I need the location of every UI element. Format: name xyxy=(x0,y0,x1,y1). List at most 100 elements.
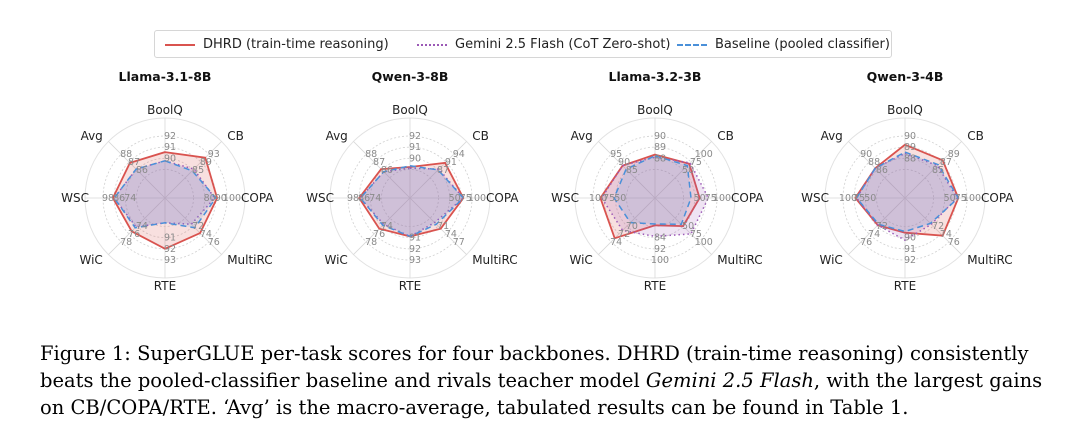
radar-series-gemini xyxy=(600,156,710,238)
radar-tick-label: 86 xyxy=(381,165,393,176)
radar-axis-label: WiC xyxy=(569,253,592,267)
radar-tick-label: 87 xyxy=(940,157,952,168)
radar-axis-label: CB xyxy=(472,129,489,143)
radar-tick-label: 89 xyxy=(200,157,212,168)
radar-axis-label: MultiRC xyxy=(472,253,517,267)
radar-spoke xyxy=(164,197,222,255)
radar-tick-label: 100 xyxy=(963,193,981,204)
radar-spoke xyxy=(904,197,962,255)
radar-tick-label: 76 xyxy=(373,229,385,240)
radar-tick-label: 72 xyxy=(932,221,944,232)
radar-tick-label: 94 xyxy=(453,149,465,160)
radar-axis-label: BoolQ xyxy=(637,103,673,117)
caption-model-name: Gemini 2.5 Flash xyxy=(645,369,814,392)
radar-axis-label: WiC xyxy=(324,253,347,267)
legend-swatch-dhrd xyxy=(165,44,195,46)
radar-tick-label: 72 xyxy=(876,221,888,232)
radar-axis-label: COPA xyxy=(486,191,519,205)
radar-axis-label: Avg xyxy=(571,129,593,143)
caption-text-2: , with the largest gains on CB/COPA/RTE.… xyxy=(40,369,1043,419)
radar-tick-label: 86 xyxy=(136,165,148,176)
radar-tick-label: 87 xyxy=(437,165,449,176)
radar-tick-label: 91 xyxy=(409,233,421,244)
radar-tick-label: 50 xyxy=(614,193,626,204)
radar-tick-label: 84 xyxy=(654,233,666,244)
radar-tick-label: 76 xyxy=(860,237,872,248)
legend-label-baseline: Baseline (pooled classifier) xyxy=(715,37,890,52)
radar-axis-label: CB xyxy=(227,129,244,143)
radar-tick-label: 100 xyxy=(589,193,607,204)
radar-tick-label: 100 xyxy=(695,149,713,160)
radar-axis-label: MultiRC xyxy=(227,253,272,267)
radar-spoke xyxy=(598,197,656,255)
radar-tick-label: 50 xyxy=(682,165,694,176)
legend: DHRD (train-time reasoning) Gemini 2.5 F… xyxy=(154,30,892,58)
radar-tick-label: 88 xyxy=(120,149,132,160)
radar-tick-label: 50 xyxy=(864,193,876,204)
radar-chart-title: Qwen-3-4B xyxy=(867,69,944,84)
radar-spoke xyxy=(409,197,467,255)
radar-tick-label: 75 xyxy=(705,193,717,204)
radar-tick-label: 90 xyxy=(904,131,916,142)
radar-tick-label: 74 xyxy=(610,237,622,248)
radar-tick-label: 74 xyxy=(381,221,393,232)
radar-axis-label: Avg xyxy=(326,129,348,143)
radar-tick-label: 90 xyxy=(618,157,630,168)
figure: DHRD (train-time reasoning) Gemini 2.5 F… xyxy=(61,30,1014,293)
radar-tick-label: 98 xyxy=(347,193,359,204)
radar-axis-label: RTE xyxy=(154,279,176,293)
radar-chart-title: Llama-3.2-3B xyxy=(609,69,702,84)
radar-tick-label: 91 xyxy=(445,157,457,168)
radar-tick-label: 91 xyxy=(904,244,916,255)
radar-tick-label: 98 xyxy=(102,193,114,204)
radar-tick-label: 50 xyxy=(449,193,461,204)
radar-tick-label: 89 xyxy=(654,142,666,153)
radar-tick-label: 89 xyxy=(948,149,960,160)
radar-tick-label: 50 xyxy=(682,221,694,232)
radar-tick-label: 92 xyxy=(409,244,421,255)
radar-tick-label: 78 xyxy=(120,237,132,248)
radar-tick-label: 92 xyxy=(654,244,666,255)
radar-tick-label: 76 xyxy=(948,237,960,248)
radar-tick-label: 91 xyxy=(164,142,176,153)
radar-tick-label: 100 xyxy=(223,193,241,204)
radar-tick-label: 93 xyxy=(409,255,421,266)
radar-tick-label: 71 xyxy=(437,221,449,232)
radar-axis-label: BoolQ xyxy=(392,103,428,117)
caption-text-1: SuperGLUE per-task scores for four backb… xyxy=(40,342,1029,392)
radar-tick-label: 87 xyxy=(128,157,140,168)
radar-spoke xyxy=(164,141,222,199)
radar-axis-label: CB xyxy=(967,129,984,143)
legend-label-gemini: Gemini 2.5 Flash (CoT Zero-shot) xyxy=(455,37,671,52)
radar-tick-label: 78 xyxy=(365,237,377,248)
radar-series-baseline xyxy=(113,160,217,229)
radar-tick-label: 85 xyxy=(626,165,638,176)
radar-tick-label: 92 xyxy=(409,131,421,142)
radar-axis-label: RTE xyxy=(644,279,666,293)
radar-tick-label: 86 xyxy=(876,165,888,176)
legend-label-dhrd: DHRD (train-time reasoning) xyxy=(203,37,389,52)
radar-spoke xyxy=(904,141,962,199)
radar-axis-label: COPA xyxy=(981,191,1014,205)
radar-tick-label: 92 xyxy=(164,244,176,255)
radar-tick-label: 74 xyxy=(940,229,952,240)
radar-chart-title: Llama-3.1-8B xyxy=(119,69,212,84)
radar-tick-label: 75 xyxy=(690,229,702,240)
radar-tick-label: 90 xyxy=(215,193,227,204)
radar-spoke xyxy=(848,197,906,255)
radar-spoke xyxy=(598,141,656,199)
radar-axis-label: Avg xyxy=(81,129,103,143)
radar-tick-label: 90 xyxy=(164,153,176,164)
radar-spoke xyxy=(848,141,906,199)
radar-tick-label: 100 xyxy=(651,255,669,266)
radar-tick-label: 88 xyxy=(654,153,666,164)
radar-series-gemini xyxy=(855,152,959,242)
radar-tick-label: 75 xyxy=(460,193,472,204)
radar-tick-label: 87 xyxy=(373,157,385,168)
radar-tick-label: 90 xyxy=(409,153,421,164)
radar-axis-label: CB xyxy=(717,129,734,143)
radar-tick-label: 85 xyxy=(192,165,204,176)
caption-label: Figure 1: xyxy=(40,342,131,365)
radar-tick-label: 50 xyxy=(694,193,706,204)
